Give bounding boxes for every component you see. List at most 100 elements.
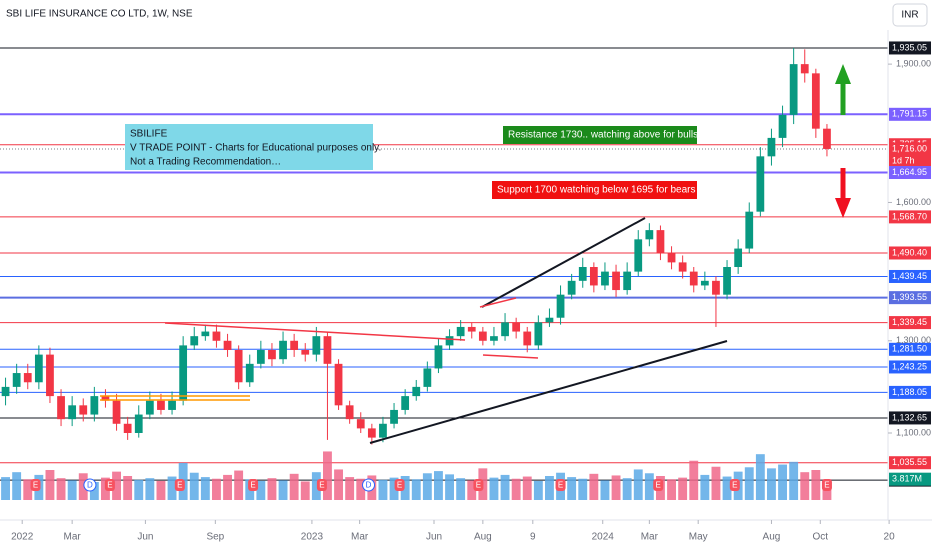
candle-body [567,280,576,295]
candle-body [811,73,820,129]
candle-body [312,336,321,355]
level-label: 1,339.45 [892,317,927,327]
level-tag [889,166,931,180]
volume-bar [289,473,299,500]
volume-bar [112,471,121,500]
event-label: E [397,481,402,490]
candle-body [700,280,709,286]
level-label: 1,281.50 [892,344,927,354]
info-text: SBILIFE [130,129,168,140]
candle-body [823,128,831,149]
event-label: E [476,481,481,490]
candle-body [745,211,754,249]
level-tag [889,360,931,374]
x-tick-label: Jun [426,532,442,543]
candle-body [367,428,376,438]
event-marker [104,479,115,491]
level-label: 1,490.40 [892,247,927,257]
volume-bar [467,480,477,500]
candle-body [46,354,54,397]
currency-button[interactable] [892,3,928,27]
volume-bar [311,472,321,500]
volume-bar [578,478,588,500]
event-marker [248,479,259,491]
candle-body [57,396,65,420]
event-marker [174,479,185,491]
candle-body [168,400,176,410]
volume-bar [800,472,810,500]
countdown: 1d 7h [892,155,915,165]
level-tag [889,385,931,399]
volume-bar [234,470,244,500]
volume-bar [212,478,221,500]
volume-bar [389,477,399,500]
x-tick-label: 20 [884,532,896,543]
candle-body [68,405,77,420]
candle-body [445,336,454,346]
candle-body [756,156,765,212]
x-tick-label: Jun [137,532,153,543]
volume-bar [378,479,388,500]
currency[interactable]: INR [901,10,918,21]
x-tick-label: Aug [474,532,492,543]
candle-body [434,345,443,369]
arrow-down-head [835,198,851,218]
candle-body [123,423,132,433]
candle-body [356,419,365,429]
event-label: E [177,481,182,490]
candle-body [323,336,332,364]
event-marker [653,479,664,491]
level-tag [889,107,931,121]
volume-bar [511,478,521,500]
volume-bar [744,467,754,500]
event-marker [362,478,376,492]
candle-body [301,350,310,355]
candle-body [545,317,554,323]
level-label: 1,664.95 [892,167,927,177]
volume-tag-label: 3.817M [892,474,922,484]
event-label: D [87,481,93,490]
event-label: E [732,481,737,490]
level-label: 1,439.45 [892,271,927,281]
y-tick-label: 1,300.00 [896,335,931,345]
volume-bar [767,468,776,500]
volume-bar [678,477,688,500]
level-label: 1,132.65 [892,412,927,422]
candle-body [767,137,776,157]
candle-body [601,271,609,286]
candle-body [157,400,165,410]
candle-body [345,405,354,420]
candle-body [268,350,276,360]
candle-body [578,267,587,281]
candle-body [90,396,99,415]
volume-bar [667,479,676,500]
volume-bar [323,451,332,500]
x-tick-label: Mar [64,532,82,543]
event-label: E [250,481,255,490]
event-label: E [824,481,829,490]
volume-bar [256,480,266,500]
chart-title: SBI LIFE INSURANCE CO LTD, 1W, NSE [6,9,193,20]
volume-bar [334,469,343,500]
volume-bar [755,454,765,500]
candle-body [201,331,210,337]
candle-body [689,271,698,286]
candle-body [667,253,676,263]
support-text: Support 1700 watching below 1695 for bea… [497,185,695,196]
candle-body [334,363,343,406]
info-box [125,124,373,170]
x-tick-label: Aug [763,532,781,543]
candle-body [112,400,121,424]
volume-tag [889,472,931,486]
level-label: 1,035.55 [892,457,927,467]
volume-bar [411,479,421,500]
level-label: 1,393.55 [892,292,927,302]
info-text: Not a Trading Recommendation… [130,157,281,168]
volume-bar [278,480,288,500]
candle-body [390,409,398,424]
info-text: V TRADE POINT - Charts for Educational p… [130,143,381,154]
level-tag [889,142,931,169]
candle-body [279,340,287,360]
